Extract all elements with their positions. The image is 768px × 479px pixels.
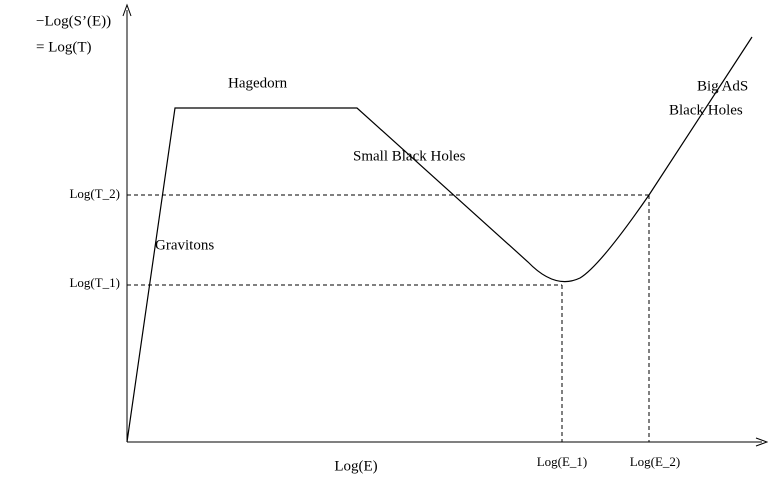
x-axis-label: Log(E) [334,458,377,474]
region-label: Black Holes [669,102,743,118]
temperature-curve [126,36,753,443]
y-marker: Log(T_1) [69,275,120,290]
region-label: Big AdS [697,78,748,94]
region-label: Small Black Holes [353,148,466,164]
x-axis-arrow [755,437,768,447]
region-label: Hagedorn [228,75,288,91]
y-axis-label-2: = Log(T) [36,39,92,55]
guide-lines [127,194,650,442]
region-label: Gravitons [155,237,214,253]
y-marker: Log(T_2) [69,186,120,201]
y-axis-arrow [122,3,132,17]
x-marker: Log(E_2) [630,454,681,469]
y-axis-label-1: −Log(S’(E)) [36,13,111,29]
x-marker: Log(E_1) [537,454,588,469]
